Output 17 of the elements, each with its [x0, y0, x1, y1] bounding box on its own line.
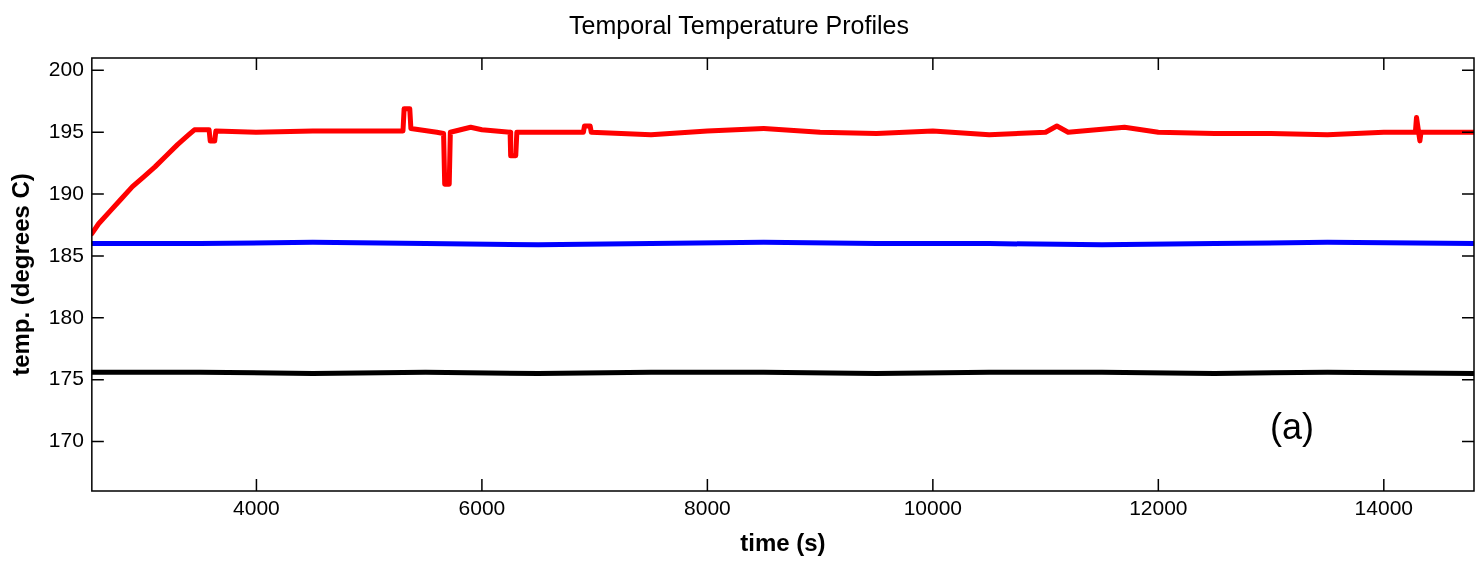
x-tick-label: 4000	[233, 496, 280, 520]
y-tick-label: 180	[48, 304, 84, 328]
y-tick-label: 200	[48, 57, 84, 81]
y-tick-label: 190	[48, 180, 84, 204]
x-tick-label: 14000	[1354, 496, 1414, 520]
y-tick-label: 195	[48, 119, 84, 143]
x-tick-label: 12000	[1129, 496, 1188, 520]
x-tick-label: 8000	[684, 496, 731, 520]
y-tick-label: 185	[48, 242, 84, 266]
annotation: (a)	[1270, 405, 1314, 447]
y-tick-label: 170	[48, 428, 84, 452]
chart-title: Temporal Temperature Profiles	[569, 10, 909, 39]
x-tick-label: 6000	[458, 496, 506, 520]
y-tick-label: 175	[48, 366, 84, 390]
x-tick-label: 10000	[903, 496, 963, 520]
y-axis-title: temp. (degrees C)	[7, 173, 35, 376]
x-axis-title: time (s)	[740, 529, 826, 557]
